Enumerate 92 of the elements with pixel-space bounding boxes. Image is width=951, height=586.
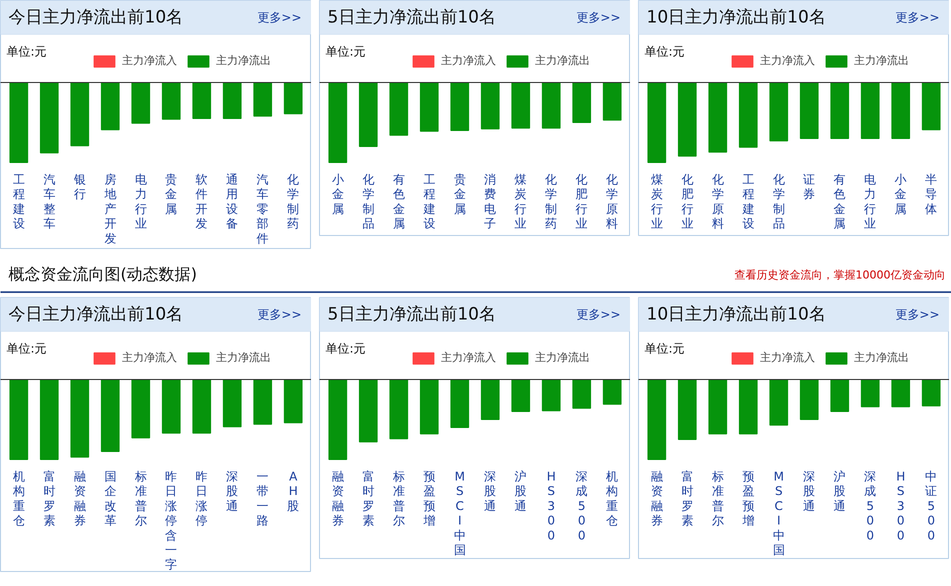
x-tick-label: 昨日涨停含一字: [165, 470, 178, 572]
x-tick-label: 标准普尔: [392, 470, 405, 528]
legend-label: 主力净流出: [854, 53, 909, 68]
x-tick-label: 昨日涨停: [196, 470, 208, 528]
x-tick-label: 小金属: [894, 172, 907, 216]
chart-title: 今日主力净流出前10名: [8, 304, 184, 324]
x-tick-label: 深股通: [226, 470, 238, 513]
x-tick-label: 预盈预增: [422, 470, 436, 528]
x-tick-label: 化学制药: [287, 172, 300, 231]
x-tick-label: 汽车零部件: [256, 172, 269, 246]
x-tick-label: 证券: [803, 172, 816, 202]
x-tick-label: 深成500: [576, 470, 588, 542]
text: 更多>>: [257, 308, 302, 322]
x-tick-label: 煤炭行业: [650, 172, 663, 231]
x-tick-label: 一带一路: [256, 470, 269, 528]
x-tick-label: 工程建设: [741, 172, 754, 231]
x-tick-label: 中证500: [925, 470, 938, 542]
text: 查看历史资金流向，掌握10000亿资金动向: [734, 268, 946, 282]
x-tick-label: 煤炭行业: [514, 172, 527, 231]
x-tick-label: 预盈预增: [741, 470, 754, 528]
x-tick-label: 融资融券: [74, 470, 86, 528]
x-tick-label: HS300: [546, 470, 556, 542]
text: 单位:元: [6, 44, 47, 58]
x-tick-label: 沪股通: [514, 470, 527, 513]
x-tick-label: 标准普尔: [710, 470, 724, 528]
x-tick-label: 深成500: [864, 470, 876, 542]
x-tick-label: 通用设备: [226, 172, 238, 231]
x-tick-label: 国企改革: [104, 470, 116, 528]
x-tick-label: 机构重仓: [605, 470, 618, 528]
legend-label: 主力净流入: [760, 350, 815, 365]
legend-label: 主力净流出: [216, 53, 271, 68]
x-tick-label: 机构重仓: [12, 470, 25, 528]
text: 单位:元: [644, 44, 685, 58]
x-tick-label: 融资融券: [650, 470, 663, 528]
x-tick-label: 融资融券: [332, 470, 344, 528]
chart-title: 今日主力净流出前10名: [8, 8, 184, 28]
chart-title: 5日主力净流出前10名: [328, 8, 496, 28]
legend-label: 主力净流入: [122, 350, 177, 365]
x-tick-label: MSCI中国: [454, 470, 466, 557]
x-tick-label: 工程建设: [12, 172, 25, 231]
x-tick-label: 化肥行业: [576, 172, 588, 231]
legend-label: 主力净流入: [760, 53, 815, 68]
x-tick-label: 贵金属: [454, 172, 466, 216]
x-tick-label: 化学原料: [606, 172, 618, 231]
x-tick-label: 深股通: [803, 470, 816, 513]
x-tick-label: 沪股通: [834, 470, 846, 513]
x-tick-label: HS300: [896, 470, 906, 542]
x-tick-label: 有色金属: [834, 172, 846, 231]
x-tick-label: 电力行业: [134, 172, 147, 231]
text: 单位:元: [326, 44, 366, 58]
x-tick-label: AH股: [287, 470, 300, 513]
text: 更多>>: [576, 10, 620, 24]
x-tick-label: 化肥行业: [681, 172, 694, 231]
x-tick-label: 房地产开发: [103, 172, 116, 246]
x-tick-label: 标准普尔: [134, 470, 147, 528]
text: 概念资金流向图(动态数据): [8, 264, 197, 284]
text: 更多>>: [895, 308, 940, 322]
x-tick-label: 汽车整车: [43, 172, 56, 231]
x-tick-label: 电力行业: [864, 172, 876, 231]
chart-title: 10日主力净流出前10名: [646, 304, 826, 324]
chart-title: 10日主力净流出前10名: [646, 8, 826, 28]
x-tick-label: 银行: [72, 172, 86, 202]
x-tick-label: 富时罗素: [681, 470, 694, 528]
text: 更多>>: [895, 10, 940, 24]
text: 更多>>: [257, 10, 302, 24]
x-tick-label: MSCI中国: [772, 470, 785, 557]
x-tick-label: 消费电子: [484, 172, 496, 231]
x-tick-label: 贵金属: [165, 172, 178, 216]
legend-label: 主力净流入: [122, 53, 177, 68]
x-tick-label: 化学制品: [772, 172, 785, 231]
legend-label: 主力净流入: [441, 350, 496, 365]
legend-label: 主力净流出: [535, 53, 590, 68]
legend-label: 主力净流出: [535, 350, 590, 365]
x-tick-label: 富时罗素: [43, 470, 56, 528]
text: 单位:元: [644, 342, 685, 356]
text: 更多>>: [576, 308, 620, 322]
chart-title: 5日主力净流出前10名: [328, 304, 496, 324]
text: 单位:元: [6, 342, 47, 356]
x-tick-label: 有色金属: [392, 172, 405, 231]
legend-label: 主力净流入: [441, 53, 496, 68]
x-tick-label: 软件开发: [196, 172, 208, 231]
x-tick-label: 富时罗素: [362, 470, 374, 528]
x-tick-label: 工程建设: [422, 172, 436, 231]
x-tick-label: 小金属: [332, 172, 344, 216]
x-tick-label: 半导体: [925, 172, 938, 216]
legend-label: 主力净流出: [216, 350, 271, 365]
legend-label: 主力净流出: [854, 350, 909, 365]
x-tick-label: 化学制品: [362, 172, 374, 231]
x-tick-label: 深股通: [484, 470, 496, 513]
x-tick-label: 化学原料: [712, 172, 724, 231]
x-tick-label: 化学制药: [545, 172, 558, 231]
text: 单位:元: [326, 342, 366, 356]
